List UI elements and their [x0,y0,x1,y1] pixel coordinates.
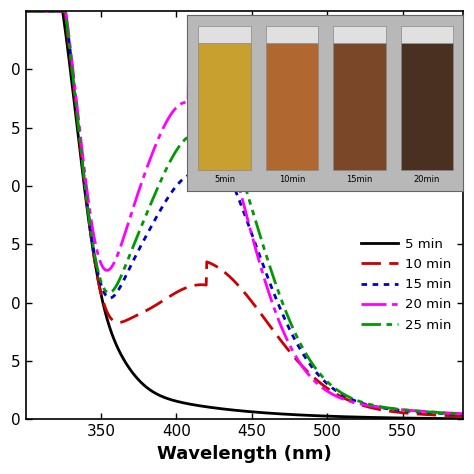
20 min [23,8,28,14]
25 min [23,8,28,14]
20 min [285,339,291,345]
15 min [51,8,56,14]
X-axis label: Wavelength (nm): Wavelength (nm) [157,445,332,463]
25 min [51,8,56,14]
25 min [285,315,291,320]
15 min [311,366,317,372]
Line: 15 min: 15 min [26,11,474,415]
10 min [285,347,291,353]
25 min [412,408,418,414]
20 min [297,361,303,366]
20 min [51,8,56,14]
10 min [297,361,303,367]
5 min [285,411,291,417]
Line: 10 min: 10 min [26,11,474,417]
5 min [311,413,317,419]
5 min [412,415,418,421]
15 min [285,324,291,329]
10 min [311,374,317,380]
Line: 5 min: 5 min [26,11,474,419]
10 min [412,411,418,417]
10 min [366,404,372,410]
Legend: 5 min, 10 min, 15 min, 20 min, 25 min: 5 min, 10 min, 15 min, 20 min, 25 min [356,232,456,337]
15 min [23,8,28,14]
20 min [311,377,317,383]
15 min [297,346,303,352]
10 min [51,8,56,14]
15 min [412,409,418,414]
5 min [23,8,28,14]
Line: 20 min: 20 min [26,11,474,414]
5 min [51,8,56,14]
25 min [297,340,303,346]
25 min [311,363,317,369]
5 min [297,412,303,418]
Line: 25 min: 25 min [26,11,474,415]
10 min [23,8,28,14]
20 min [412,408,418,414]
25 min [366,401,372,407]
20 min [366,403,372,409]
5 min [366,415,372,420]
15 min [366,402,372,408]
